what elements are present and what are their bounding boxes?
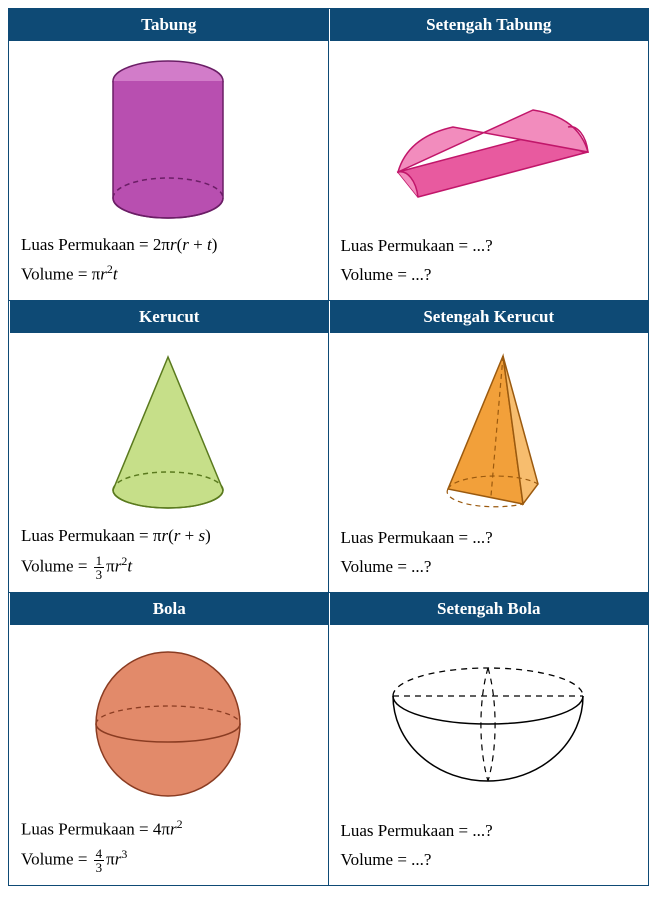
luas-tabung: Luas Permukaan = 2πr(r + t): [21, 231, 316, 260]
shape-bola: [21, 635, 316, 814]
formulas-setengah-kerucut: Luas Permukaan = ...? Volume = ...?: [341, 524, 637, 582]
header-setengah-kerucut: Setengah Kerucut: [329, 301, 649, 333]
cell-setengah-kerucut: Luas Permukaan = ...? Volume = ...?: [329, 333, 649, 593]
luas-setengah-bola: Luas Permukaan = ...?: [341, 817, 637, 846]
vol-setengah-tabung: Volume = ...?: [341, 261, 637, 290]
header-setengah-bola: Setengah Bola: [329, 593, 649, 625]
vol-tabung: Volume = πr2t: [21, 259, 316, 290]
vol-setengah-bola: Volume = ...?: [341, 846, 637, 875]
header-kerucut: Kerucut: [9, 301, 329, 333]
formulas-kerucut: Luas Permukaan = πr(r + s) Volume = 13πr…: [21, 522, 316, 582]
cell-kerucut: Luas Permukaan = πr(r + s) Volume = 13πr…: [9, 333, 329, 593]
formulas-tabung: Luas Permukaan = 2πr(r + t) Volume = πr2…: [21, 231, 316, 290]
formulas-setengah-bola: Luas Permukaan = ...? Volume = ...?: [341, 817, 637, 875]
cell-setengah-bola: Luas Permukaan = ...? Volume = ...?: [329, 625, 649, 885]
luas-kerucut: Luas Permukaan = πr(r + s): [21, 522, 316, 551]
shape-tabung: [21, 51, 316, 231]
shape-setengah-tabung: [341, 51, 637, 232]
vol-setengah-kerucut: Volume = ...?: [341, 553, 637, 582]
luas-bola: Luas Permukaan = 4πr2: [21, 814, 316, 845]
vol-bola: Volume = 43πr3: [21, 844, 316, 875]
shapes-table: Tabung Setengah Tabung Luas Permukaan = …: [8, 8, 649, 886]
header-tabung: Tabung: [9, 9, 329, 41]
vol-kerucut: Volume = 13πr2t: [21, 551, 316, 582]
shape-kerucut: [21, 343, 316, 522]
cell-bola: Luas Permukaan = 4πr2 Volume = 43πr3: [9, 625, 329, 885]
formulas-setengah-tabung: Luas Permukaan = ...? Volume = ...?: [341, 232, 637, 290]
header-setengah-tabung: Setengah Tabung: [329, 9, 649, 41]
formulas-bola: Luas Permukaan = 4πr2 Volume = 43πr3: [21, 814, 316, 875]
shape-setengah-bola: [341, 635, 637, 817]
header-bola: Bola: [9, 593, 329, 625]
luas-setengah-kerucut: Luas Permukaan = ...?: [341, 524, 637, 553]
cell-setengah-tabung: Luas Permukaan = ...? Volume = ...?: [329, 41, 649, 301]
luas-setengah-tabung: Luas Permukaan = ...?: [341, 232, 637, 261]
cell-tabung: Luas Permukaan = 2πr(r + t) Volume = πr2…: [9, 41, 329, 301]
shape-setengah-kerucut: [341, 343, 637, 524]
